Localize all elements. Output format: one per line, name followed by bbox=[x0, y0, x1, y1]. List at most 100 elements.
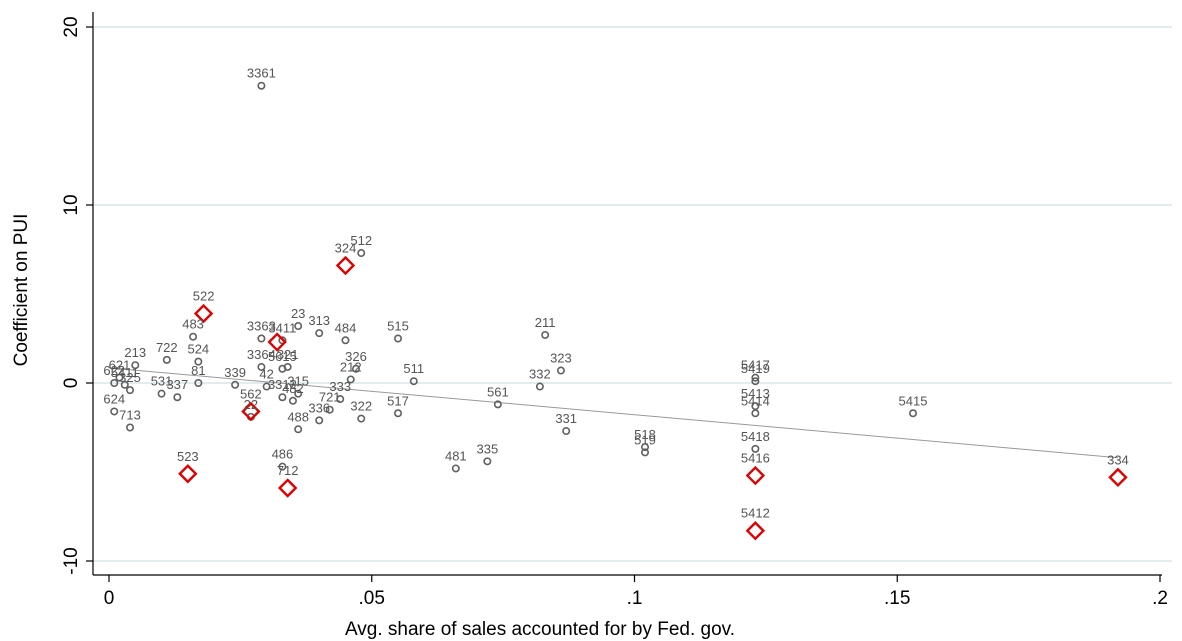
x-tick-label: .15 bbox=[884, 588, 910, 609]
data-point bbox=[325, 405, 334, 414]
point-label: 481 bbox=[445, 448, 467, 463]
point-label: 336 bbox=[308, 400, 330, 415]
data-point bbox=[341, 336, 350, 345]
point-label: 22 bbox=[244, 397, 258, 412]
point-label: 722 bbox=[156, 340, 178, 355]
highlighted-point bbox=[335, 255, 356, 276]
point-label: 322 bbox=[350, 399, 372, 414]
x-tick-label: 0 bbox=[104, 588, 115, 609]
data-point bbox=[346, 375, 355, 384]
data-point bbox=[294, 425, 303, 434]
point-label: 3411 bbox=[268, 320, 296, 335]
point-label: 339 bbox=[224, 365, 246, 380]
point-label: 3361 bbox=[247, 66, 276, 81]
point-label: 211 bbox=[535, 315, 556, 330]
highlighted-point-label: 324 bbox=[335, 241, 357, 256]
point-label: 519 bbox=[634, 432, 656, 447]
data-point bbox=[126, 423, 135, 432]
highlighted-point bbox=[193, 303, 214, 324]
highlighted-point-label: 523 bbox=[177, 449, 199, 464]
data-point bbox=[173, 393, 182, 402]
data-point bbox=[493, 400, 502, 409]
point-label: 337 bbox=[166, 377, 188, 392]
point-label: 3364 bbox=[247, 347, 276, 362]
data-point bbox=[294, 322, 303, 331]
y-axis-title: Coefficient on PUI bbox=[11, 214, 32, 367]
data-point bbox=[278, 462, 287, 471]
highlighted-point-label: 5416 bbox=[741, 451, 770, 466]
point-label: 5415 bbox=[899, 393, 928, 408]
point-label: 713 bbox=[119, 408, 141, 423]
point-label: 332 bbox=[529, 367, 551, 382]
data-point bbox=[110, 378, 119, 387]
point-label: 517 bbox=[387, 393, 409, 408]
point-label: 484 bbox=[335, 320, 357, 335]
point-label: 315 bbox=[287, 374, 309, 389]
point-label: 518 bbox=[634, 427, 656, 442]
x-tick-label: .2 bbox=[1152, 588, 1168, 609]
point-label: 512 bbox=[350, 233, 372, 248]
point-label: 515 bbox=[387, 319, 409, 334]
data-point bbox=[231, 380, 240, 389]
point-label: 5414 bbox=[741, 393, 770, 408]
y-tick-label: -10 bbox=[61, 547, 82, 574]
point-label: 524 bbox=[187, 342, 209, 357]
highlighted-point bbox=[267, 332, 287, 352]
data-point bbox=[131, 361, 140, 370]
data-point bbox=[483, 457, 492, 466]
data-point bbox=[357, 249, 366, 258]
gridlines bbox=[93, 26, 1172, 562]
highlighted-point-label: 562 bbox=[240, 386, 262, 401]
data-point bbox=[194, 378, 203, 387]
data-point bbox=[120, 380, 129, 389]
data-point bbox=[126, 386, 135, 395]
axes: -10 0 10 20 0 .05 .1 .15 .2 bbox=[61, 12, 1168, 609]
point-label: 3363 bbox=[247, 319, 276, 334]
y-tick-label: 20 bbox=[61, 16, 82, 37]
data-point bbox=[194, 357, 203, 366]
point-label: 483 bbox=[182, 317, 204, 332]
data-point bbox=[257, 334, 266, 343]
data-point bbox=[394, 334, 403, 343]
data-point bbox=[315, 416, 324, 425]
point-label: 325 bbox=[119, 370, 141, 385]
point-label: 5419 bbox=[741, 361, 770, 376]
point-label: 488 bbox=[287, 409, 309, 424]
data-point bbox=[157, 389, 166, 398]
data-point bbox=[278, 393, 287, 402]
point-label: 721 bbox=[319, 390, 341, 405]
highlighted-point-label: 712 bbox=[277, 463, 299, 478]
point-label: 213 bbox=[124, 345, 146, 360]
data-point bbox=[562, 427, 571, 436]
y-tick-label: 10 bbox=[61, 194, 82, 215]
y-tick-label: 0 bbox=[61, 378, 82, 389]
point-label: 212 bbox=[340, 359, 362, 374]
point-label: 5417 bbox=[741, 358, 770, 373]
data-point bbox=[751, 377, 760, 386]
point-label: 5615 bbox=[268, 349, 297, 364]
point-label: 321 bbox=[277, 347, 299, 362]
data-point bbox=[288, 396, 297, 405]
point-label: 313 bbox=[308, 313, 330, 328]
point-label: 81 bbox=[191, 363, 205, 378]
data-point bbox=[556, 366, 565, 375]
data-point bbox=[336, 395, 345, 404]
data-point bbox=[751, 373, 760, 382]
point-label: 621 bbox=[109, 358, 131, 373]
highlighted-point-label: 5412 bbox=[741, 506, 770, 521]
point-label: 3312 bbox=[268, 377, 297, 392]
point-label: 622 bbox=[103, 363, 125, 378]
fit-line-group bbox=[108, 367, 1119, 459]
point-label: 42 bbox=[259, 367, 273, 382]
highlighted-point bbox=[241, 401, 261, 422]
highlighted-point bbox=[745, 465, 766, 486]
data-point bbox=[641, 448, 650, 457]
data-point bbox=[294, 389, 303, 398]
data-point bbox=[535, 382, 544, 391]
data-point bbox=[357, 414, 366, 423]
highlighted-point-label: 334 bbox=[1107, 452, 1129, 467]
data-point bbox=[115, 373, 124, 382]
x-axis-title: Avg. share of sales accounted for by Fed… bbox=[345, 619, 735, 640]
